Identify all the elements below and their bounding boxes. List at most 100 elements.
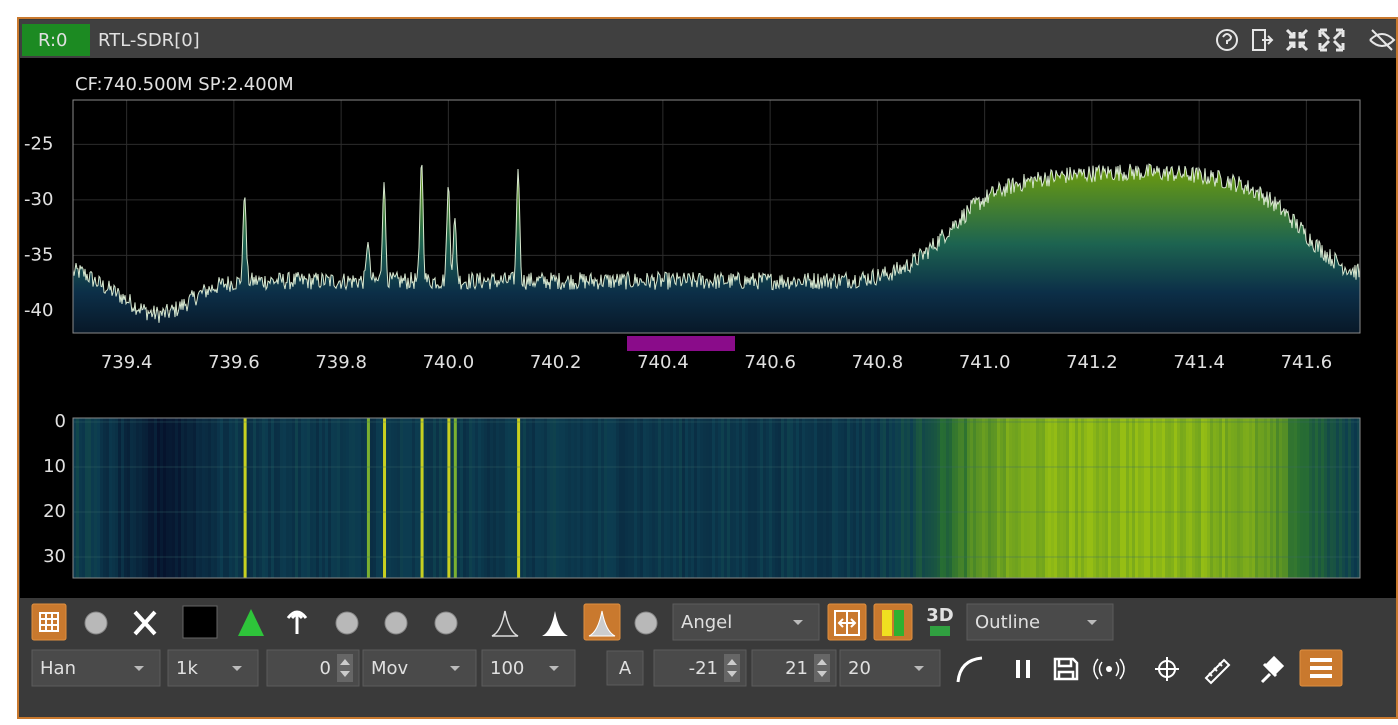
combo-box[interactable]: Han: [32, 650, 160, 686]
waterfall-column: [964, 418, 967, 578]
waterfall-column: [862, 418, 865, 578]
3d-button[interactable]: 3D: [926, 605, 953, 636]
combo-text: Angel: [681, 612, 732, 633]
spin-box[interactable]: 0: [267, 650, 359, 686]
waterfall-column: [283, 418, 286, 578]
waterfall-column: [208, 418, 211, 578]
time-tick-label: 0: [55, 411, 66, 432]
pause-button[interactable]: [1008, 650, 1040, 686]
fill-button[interactable]: [234, 604, 268, 640]
waterfall-column: [1246, 418, 1249, 578]
waterfall-column: [904, 418, 907, 578]
combo-box[interactable]: Angel: [673, 604, 819, 640]
freq-tick-label: 740.2: [530, 352, 582, 373]
waterfall-column: [706, 418, 709, 578]
waterfall-column: [202, 418, 205, 578]
waterfall-column: [1012, 418, 1015, 578]
pin-button[interactable]: [1250, 650, 1292, 686]
waterfall-column: [1099, 418, 1102, 578]
waterfall-column: [1135, 418, 1138, 578]
combo-box[interactable]: 100: [482, 650, 575, 686]
combo-text: 1k: [176, 658, 198, 679]
calibration-button[interactable]: [1090, 650, 1128, 686]
waterfall-column: [934, 418, 937, 578]
waterfall-column: [1024, 418, 1027, 578]
waterfall-column: [622, 418, 625, 578]
waterfall-column: [313, 418, 316, 578]
waterfall-column: [1120, 418, 1123, 578]
waterfall-column: [406, 418, 409, 578]
combo-box[interactable]: 1k: [168, 650, 258, 686]
waterfall-column: [712, 418, 715, 578]
toggle-ball[interactable]: [635, 612, 657, 634]
waterfall-column: [547, 418, 550, 578]
waterfall-column: [757, 418, 760, 578]
spectrogram-button[interactable]: [874, 604, 912, 640]
max-hold-button[interactable]: [488, 604, 522, 640]
waterfall-column: [844, 418, 847, 578]
waterfall-column: [157, 418, 160, 578]
combo-text: 100: [490, 658, 524, 679]
waterfall-column: [535, 418, 538, 578]
signal-dot: [1106, 666, 1112, 672]
toggle-ball[interactable]: [85, 612, 107, 634]
waterfall-column: [568, 418, 571, 578]
waterfall-span-button[interactable]: [828, 604, 866, 640]
grid-button[interactable]: [32, 604, 66, 640]
waterfall-column: [739, 418, 742, 578]
markers-button[interactable]: [1146, 650, 1188, 686]
waterfall-column: [577, 418, 580, 578]
combo-box[interactable]: Mov: [363, 650, 476, 686]
waterfall-column: [751, 418, 754, 578]
waterfall-column: [1180, 418, 1183, 578]
combo-box[interactable]: 20: [840, 650, 940, 686]
toggle-ball[interactable]: [385, 612, 407, 634]
clear-button[interactable]: [128, 604, 162, 640]
linear-button[interactable]: [948, 650, 990, 686]
waterfall-column: [1087, 418, 1090, 578]
spin-box[interactable]: -21: [654, 650, 746, 686]
waterfall-column: [325, 418, 328, 578]
waterfall-column: [418, 418, 421, 578]
save-button[interactable]: [1046, 650, 1084, 686]
waterfall-column: [673, 418, 676, 578]
waterfall-column: [709, 418, 712, 578]
power-tick-label: -30: [24, 189, 53, 210]
waterfall-column: [685, 418, 688, 578]
waterfall-column: [697, 418, 700, 578]
waterfall-column: [805, 418, 808, 578]
measure-button[interactable]: [1196, 650, 1240, 686]
waterfall-column: [994, 418, 997, 578]
channel-marker[interactable]: [627, 336, 735, 351]
waterfall-column: [700, 418, 703, 578]
background-button[interactable]: [180, 604, 220, 640]
waterfall-column: [121, 418, 124, 578]
waterfall-column: [82, 418, 85, 578]
toggle-ball[interactable]: [435, 612, 457, 634]
spin-box[interactable]: 21: [752, 650, 836, 686]
waterfall-column: [922, 418, 925, 578]
waterfall-column: [442, 418, 445, 578]
waterfall-column: [532, 418, 535, 578]
waterfall-column: [808, 418, 811, 578]
waterfall-column: [1354, 418, 1357, 578]
waterfall-column: [1102, 418, 1105, 578]
live-button[interactable]: [538, 604, 572, 640]
waterfall-column: [1207, 418, 1210, 578]
combo-box[interactable]: Outline: [967, 604, 1113, 640]
waterfall-column: [193, 418, 196, 578]
waterfall-column: [85, 418, 88, 578]
waterfall-column: [979, 418, 982, 578]
waterfall-column: [841, 418, 844, 578]
waterfall-column: [1168, 418, 1171, 578]
toggle-ball[interactable]: [336, 612, 358, 634]
waterfall-column: [115, 418, 118, 578]
waterfall-column: [1291, 418, 1294, 578]
settings-button[interactable]: [1300, 650, 1342, 686]
antenna-button[interactable]: [280, 604, 314, 640]
waterfall-column: [715, 418, 718, 578]
waterfall-column: [583, 418, 586, 578]
auto-scale-button[interactable]: A: [606, 650, 644, 686]
histogram-button[interactable]: [584, 604, 620, 640]
waterfall-column: [304, 418, 307, 578]
